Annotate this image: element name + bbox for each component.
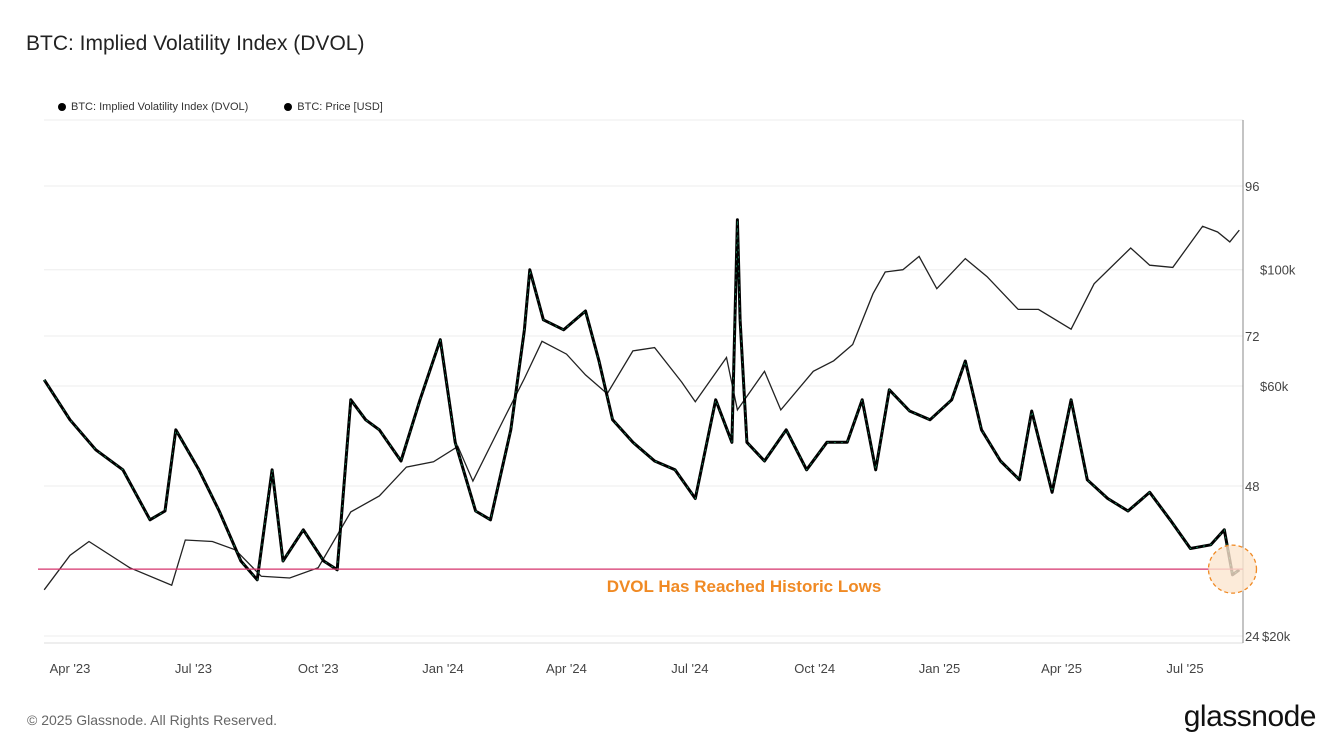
x-tick-label: Apr '24 xyxy=(546,661,587,676)
y-right-tick-label: $60k xyxy=(1260,379,1289,394)
y-left-tick-label: 24 xyxy=(1245,629,1259,644)
x-tick-label: Jul '25 xyxy=(1166,661,1203,676)
x-tick-label: Oct '23 xyxy=(298,661,339,676)
y-left-tick-label: 72 xyxy=(1245,329,1259,344)
x-tick-label: Jan '24 xyxy=(422,661,464,676)
chart-title: BTC: Implied Volatility Index (DVOL) xyxy=(26,32,365,55)
legend-item-dvol[interactable]: BTC: Implied Volatility Index (DVOL) xyxy=(58,101,248,113)
y-right-tick-label: $20k xyxy=(1262,629,1291,644)
x-tick-label: Apr '25 xyxy=(1041,661,1082,676)
x-tick-label: Jan '25 xyxy=(919,661,961,676)
x-tick-label: Oct '24 xyxy=(794,661,835,676)
legend-dot-icon xyxy=(58,103,66,111)
legend-dot-icon xyxy=(284,103,293,111)
y-left-tick-label: 96 xyxy=(1245,179,1259,194)
y-left-tick-label: 48 xyxy=(1245,479,1259,494)
legend-item-price[interactable]: BTC: Price [USD] xyxy=(284,101,383,113)
glassnode-logo: glassnode xyxy=(1183,700,1317,733)
price-line xyxy=(43,225,1240,591)
legend: BTC: Implied Volatility Index (DVOL) BTC… xyxy=(58,101,383,113)
x-tick-label: Apr '23 xyxy=(50,661,91,676)
highlight-circle xyxy=(1207,544,1258,594)
x-tick-label: Jul '23 xyxy=(175,661,212,676)
legend-label: BTC: Implied Volatility Index (DVOL) xyxy=(71,101,249,113)
dvol-line xyxy=(42,218,1241,582)
copyright: © 2025 Glassnode. All Rights Reserved. xyxy=(27,712,278,728)
y-right-tick-label: $100k xyxy=(1260,263,1296,278)
legend-label: BTC: Price [USD] xyxy=(297,101,383,113)
dvol-accent-line xyxy=(43,219,1240,581)
annotation-text: DVOL Has Reached Historic Lows xyxy=(607,577,882,596)
x-tick-label: Jul '24 xyxy=(671,661,708,676)
